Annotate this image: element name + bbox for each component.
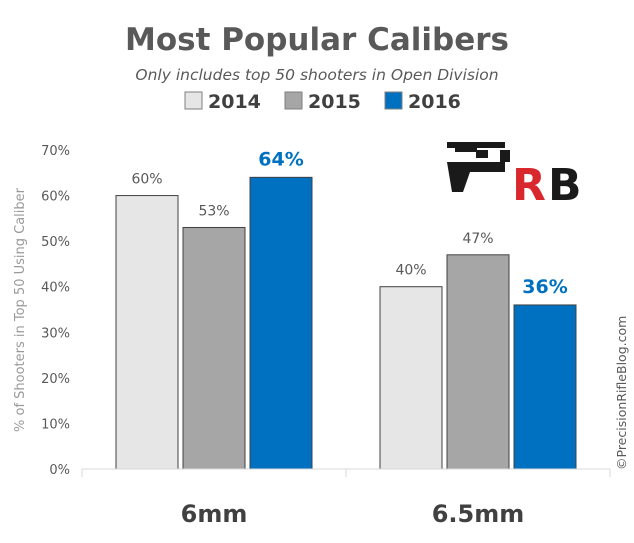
y-tick-label: 40% (41, 281, 70, 296)
y-tick-label: 50% (41, 235, 70, 250)
category-label: 6.5mm (432, 500, 525, 528)
bar-6mm-2015 (182, 226, 246, 470)
data-label: 53% (198, 203, 229, 219)
data-label: 47% (462, 231, 493, 247)
logo-letter-b: B (548, 160, 582, 211)
bars (115, 176, 577, 470)
category-label: 6mm (181, 500, 248, 528)
legend-swatch (384, 91, 403, 110)
bar-6.5mm-2014 (379, 286, 443, 470)
y-axis-label: % of Shooters in Top 50 Using Caliber (13, 187, 28, 432)
legend-label: 2016 (408, 91, 461, 113)
chart-subtitle: Only includes top 50 shooters in Open Di… (135, 66, 498, 84)
data-label: 60% (131, 172, 162, 188)
y-axis-ticks: 0% 10% 20% 30% 40% 50% 60% 70% (41, 144, 70, 478)
y-tick-label: 20% (41, 372, 70, 387)
legend: 2014 2015 2016 (184, 91, 461, 113)
logo-letter-r: R (512, 160, 546, 211)
data-label: 36% (522, 276, 567, 298)
x-axis-categories: 6mm 6.5mm (181, 500, 525, 528)
chart-title: Most Popular Calibers (125, 22, 509, 58)
legend-swatch (284, 91, 303, 110)
y-tick-label: 10% (41, 417, 70, 432)
y-tick-label: 70% (41, 144, 70, 159)
bar-6.5mm-2015 (446, 254, 510, 470)
data-labels: 60% 53% 64% 40% 47% 36% (131, 148, 567, 298)
y-tick-label: 60% (41, 190, 70, 205)
copyright-text: ©PrecisionRifleBlog.com (614, 316, 629, 470)
data-label: 64% (258, 148, 303, 170)
legend-label: 2014 (208, 91, 261, 113)
y-tick-label: 0% (49, 463, 70, 478)
y-tick-label: 30% (41, 326, 70, 341)
prb-logo: R B (447, 142, 582, 211)
bar-6mm-2016 (249, 176, 313, 470)
legend-swatch (184, 91, 203, 110)
data-label: 40% (395, 263, 426, 279)
bar-6.5mm-2016 (513, 304, 577, 470)
legend-label: 2015 (308, 91, 361, 113)
bar-6mm-2014 (115, 195, 179, 470)
